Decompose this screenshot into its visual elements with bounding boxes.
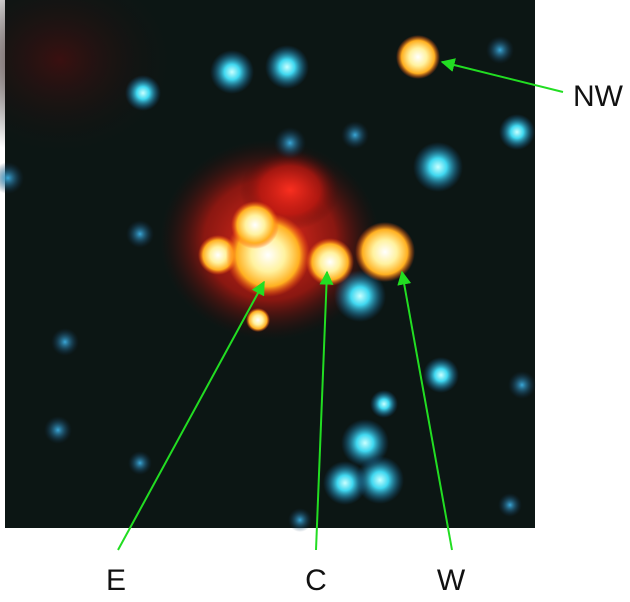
label-c: C [305,564,327,597]
arrow-nw [440,58,564,93]
arrows [117,58,564,551]
arrow-c [315,270,334,551]
arrow-e [117,280,265,551]
label-w: W [437,564,466,597]
arrow-w [397,270,453,551]
label-e: E [106,564,126,597]
sky-image [0,0,536,532]
label-nw: NW [573,80,624,113]
